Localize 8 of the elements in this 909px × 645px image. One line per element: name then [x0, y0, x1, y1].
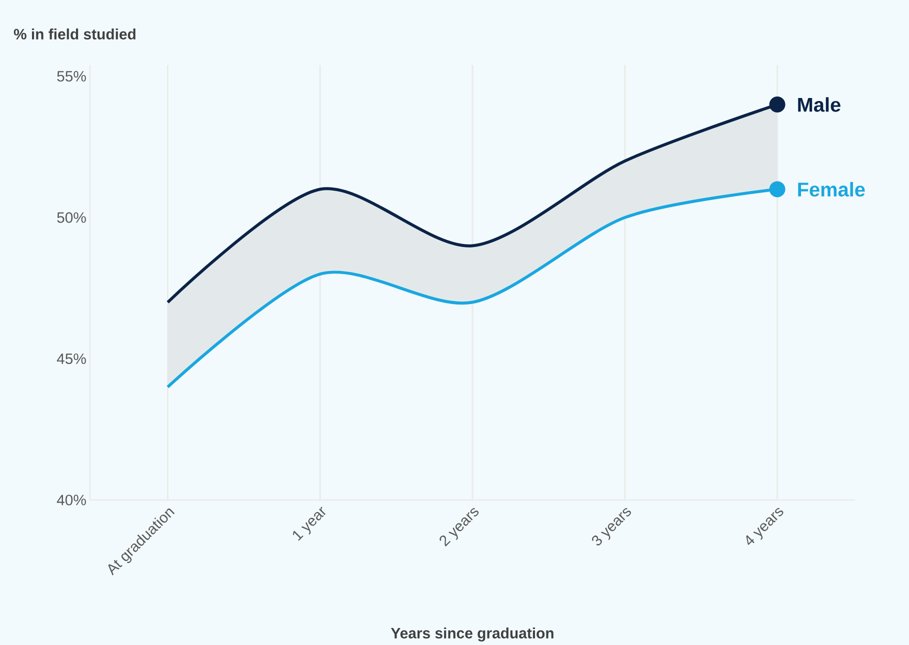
series-label: Male [798, 97, 840, 112]
y-axis-title: % in field studied [14, 28, 136, 40]
x-axis-title: Years since graduation [390, 627, 554, 642]
series-label: Female [798, 182, 865, 197]
y-tick-label: 45% [56, 354, 86, 364]
y-tick-label: 40% [56, 494, 86, 506]
y-tick-label: 55% [57, 71, 86, 82]
y-tick-label: 50% [57, 212, 86, 223]
